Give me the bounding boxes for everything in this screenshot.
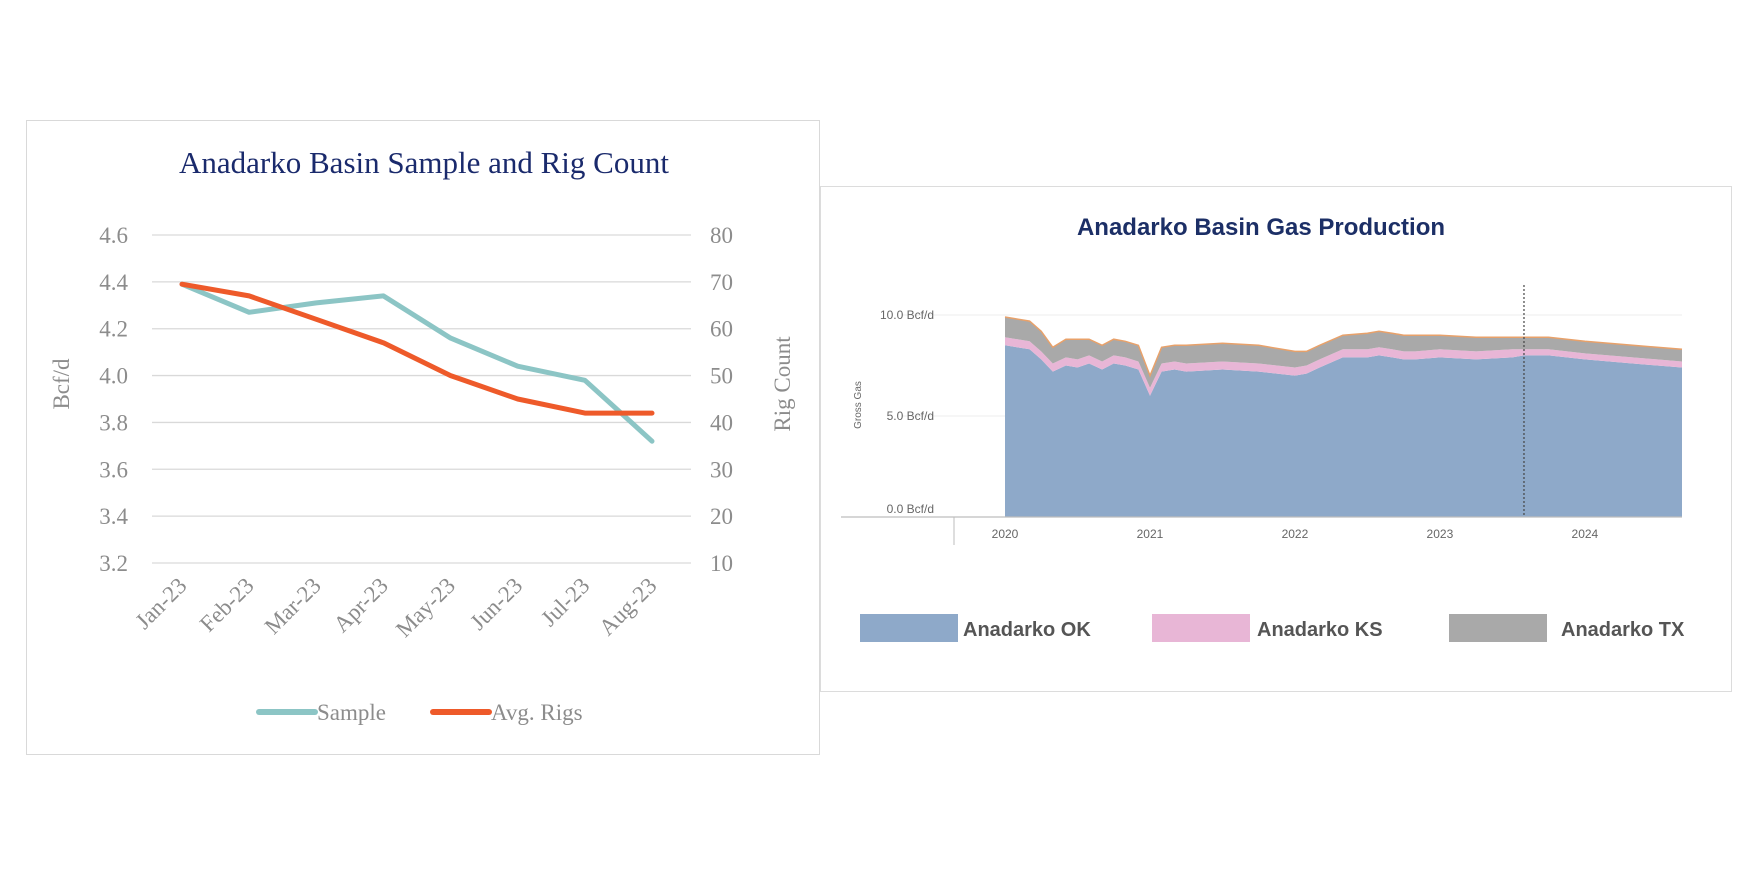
x-tick-label: Jun-23	[465, 573, 527, 635]
legend-label: Anadarko KS	[1257, 619, 1383, 641]
y-tick-label: 4.0	[99, 364, 128, 389]
y-tick-label: 4.4	[99, 270, 128, 295]
legend-swatch	[1449, 614, 1547, 642]
y2-tick-label: 50	[710, 364, 733, 389]
gas-production-chart-panel: Anadarko Basin Gas Production 10.0 Bcf/d…	[820, 186, 1732, 692]
sample-rig-count-chart: Anadarko Basin Sample and Rig Count 4.6 4…	[49, 145, 795, 725]
x-tick-label: 2020	[992, 527, 1019, 541]
gas-production-chart: Anadarko Basin Gas Production 10.0 Bcf/d…	[841, 214, 1685, 642]
area-anadarko-ks	[1005, 337, 1682, 396]
legend-label: Avg. Rigs	[491, 700, 583, 725]
y-tick-label: 10.0 Bcf/d	[880, 308, 934, 322]
legend-swatch	[1152, 614, 1250, 642]
chart-title: Anadarko Basin Gas Production	[1077, 214, 1445, 241]
x-tick-label: 2023	[1427, 527, 1454, 541]
stack-top-outline	[1004, 316, 1683, 378]
x-tick-label: Apr-23	[329, 573, 393, 637]
y-tick-label: 3.4	[99, 504, 128, 529]
series-line-sample	[179, 281, 655, 444]
x-tick-label: Mar-23	[260, 573, 326, 639]
x-tick-label: Jan-23	[130, 573, 191, 634]
x-tick-label: Aug-23	[594, 573, 661, 640]
y2-tick-label: 20	[710, 504, 733, 529]
x-tick-label: 2024	[1572, 527, 1599, 541]
x-tick-label: Feb-23	[195, 573, 259, 637]
y2-tick-label: 80	[710, 223, 733, 248]
chart-title: Anadarko Basin Sample and Rig Count	[179, 145, 669, 180]
y-axis-title: Gross Gas	[853, 381, 864, 429]
y2-tick-label: 10	[710, 551, 733, 576]
x-tick-label: 2022	[1282, 527, 1309, 541]
x-tick-label: May-23	[391, 573, 460, 642]
sample-rig-count-chart-panel: Anadarko Basin Sample and Rig Count 4.6 4…	[26, 120, 820, 755]
y-tick-label: 4.6	[99, 223, 128, 248]
y-tick-label: 3.6	[99, 457, 128, 482]
legend-label: Anadarko TX	[1561, 619, 1685, 641]
y2-axis-title: Rig Count	[770, 336, 795, 432]
x-tick-label: Jul-23	[536, 573, 594, 631]
x-tick-label: 2021	[1137, 527, 1164, 541]
y2-tick-label: 70	[710, 270, 733, 295]
series-line-avg-rigs	[179, 281, 655, 416]
y2-tick-label: 60	[710, 317, 733, 342]
legend-label: Sample	[317, 700, 386, 725]
y-tick-label: 5.0 Bcf/d	[887, 409, 934, 423]
y2-tick-label: 30	[710, 457, 733, 482]
y-tick-label: 0.0 Bcf/d	[887, 502, 934, 516]
y2-tick-label: 40	[710, 410, 733, 435]
legend-label: Anadarko OK	[963, 619, 1091, 641]
legend-swatch	[860, 614, 958, 642]
y-axis-title: Bcf/d	[49, 358, 74, 410]
y-tick-label: 3.2	[99, 551, 128, 576]
y-tick-label: 4.2	[99, 317, 128, 342]
area-anadarko-ok	[1005, 345, 1682, 517]
y-tick-label: 3.8	[99, 410, 128, 435]
